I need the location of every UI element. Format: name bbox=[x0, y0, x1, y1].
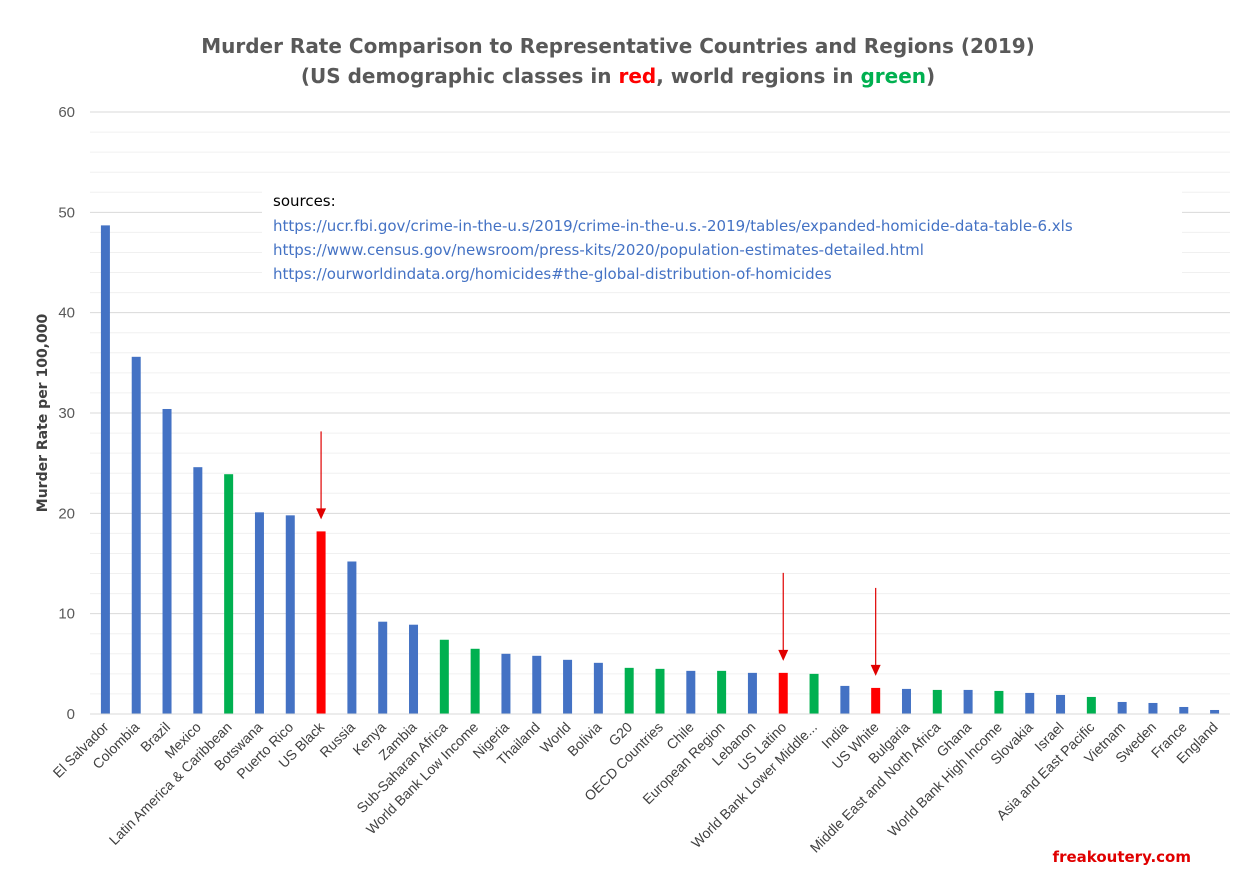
chart-title-line1: Murder Rate Comparison to Representative… bbox=[201, 34, 1035, 58]
bar-world-bank-lower-middle- bbox=[809, 673, 819, 714]
arrow-head bbox=[870, 664, 881, 676]
bar-us-latino bbox=[778, 672, 788, 714]
sources-box bbox=[262, 182, 1182, 292]
bar-latin-america-caribbean bbox=[224, 474, 234, 714]
title-suffix: ) bbox=[926, 64, 935, 88]
arrows bbox=[316, 431, 881, 676]
y-tick-label: 60 bbox=[58, 104, 75, 121]
bar-england bbox=[1210, 709, 1220, 714]
y-axis-ticks: 0 10 20 30 40 50 60 bbox=[58, 104, 75, 723]
bar-russia bbox=[347, 561, 357, 714]
bar-puerto-rico bbox=[285, 515, 295, 714]
arrow-head bbox=[316, 508, 327, 520]
watermark-brand[interactable]: freakoutery.com bbox=[1053, 848, 1191, 866]
title-middle: , world regions in bbox=[656, 64, 860, 88]
y-tick-label: 10 bbox=[58, 606, 75, 623]
bars bbox=[100, 225, 1220, 715]
bar-world-bank-low-income bbox=[470, 648, 480, 714]
bar-bolivia bbox=[593, 662, 603, 714]
source-link-owid[interactable]: https://ourworldindata.org/homicides#the… bbox=[273, 265, 832, 283]
bar-botswana bbox=[254, 512, 264, 714]
bar-kenya bbox=[378, 621, 388, 714]
chart-title-line2: (US demographic classes in red, world re… bbox=[301, 64, 935, 88]
bar-g20 bbox=[624, 667, 634, 714]
bar-colombia bbox=[131, 356, 141, 714]
bar-india bbox=[840, 685, 850, 714]
bar-el-salvador bbox=[100, 225, 110, 715]
bar-ghana bbox=[963, 689, 973, 714]
y-tick-label: 30 bbox=[58, 405, 75, 422]
source-link-census[interactable]: https://www.census.gov/newsroom/press-ki… bbox=[273, 241, 924, 259]
bar-sub-saharan-africa bbox=[439, 639, 449, 714]
bar-us-black bbox=[316, 531, 326, 714]
bar-thailand bbox=[532, 655, 542, 714]
bar-chile bbox=[686, 670, 696, 714]
title-red-word: red bbox=[618, 64, 656, 88]
bar-middle-east-and-north-africa bbox=[932, 689, 942, 714]
bar-world bbox=[563, 659, 573, 714]
bar-bulgaria bbox=[901, 688, 911, 714]
category-label: Russia bbox=[316, 719, 358, 761]
arrow-head bbox=[778, 649, 789, 661]
bar-lebanon bbox=[747, 672, 757, 714]
sources-heading: sources: bbox=[273, 192, 336, 210]
title-green-word: green bbox=[860, 64, 926, 88]
bar-france bbox=[1179, 706, 1189, 714]
bar-sweden bbox=[1148, 702, 1158, 714]
source-link-fbi[interactable]: https://ucr.fbi.gov/crime-in-the-u.s/201… bbox=[273, 217, 1073, 235]
bar-nigeria bbox=[501, 653, 511, 714]
y-axis-label: Murder Rate per 100,000 bbox=[35, 314, 51, 513]
bar-asia-and-east-pacific bbox=[1086, 696, 1096, 714]
y-tick-label: 40 bbox=[58, 305, 75, 322]
title-prefix: (US demographic classes in bbox=[301, 64, 619, 88]
bar-slovakia bbox=[1025, 692, 1035, 714]
bar-oecd-countries bbox=[655, 668, 665, 714]
bar-world-bank-high-income bbox=[994, 690, 1004, 714]
y-tick-label: 20 bbox=[58, 505, 75, 522]
bar-us-white bbox=[871, 687, 881, 714]
bar-brazil bbox=[162, 408, 172, 714]
y-tick-label: 0 bbox=[67, 706, 75, 723]
bar-european-region bbox=[717, 670, 727, 714]
bar-israel bbox=[1056, 694, 1066, 714]
category-label: Bolivia bbox=[564, 719, 605, 760]
bar-mexico bbox=[193, 467, 203, 714]
y-tick-label: 50 bbox=[58, 204, 75, 221]
bar-vietnam bbox=[1117, 701, 1127, 714]
bar-zambia bbox=[409, 624, 419, 714]
